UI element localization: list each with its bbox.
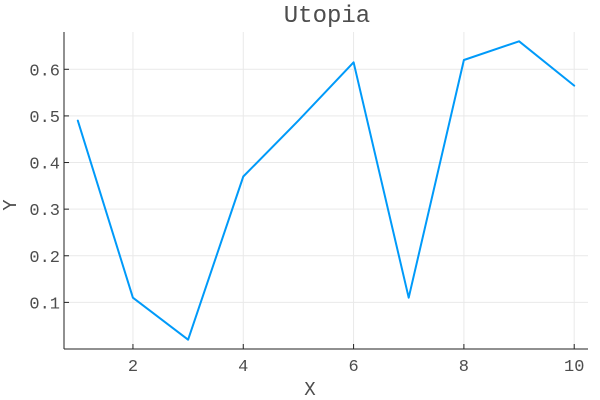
y-tick-label: 0.5 xyxy=(29,109,60,128)
chart-title: Utopia xyxy=(284,3,370,30)
grid xyxy=(64,32,588,349)
x-tick-label: 4 xyxy=(238,358,248,377)
y-tick-label: 0.1 xyxy=(29,295,60,314)
x-tick-label: 8 xyxy=(459,358,469,377)
x-tick-label: 2 xyxy=(128,358,138,377)
y-axis-label: Y xyxy=(0,199,22,211)
y-tick-label: 0.2 xyxy=(29,249,60,268)
y-tick-label: 0.4 xyxy=(29,156,60,175)
x-axis-label: X xyxy=(304,379,316,400)
axes xyxy=(63,32,588,350)
x-tick-label: 10 xyxy=(564,358,584,377)
series xyxy=(76,40,576,341)
x-tick-label: 6 xyxy=(348,358,358,377)
x-ticks: 2 4 6 8 10 xyxy=(128,344,584,377)
y-tick-label: 0.6 xyxy=(29,62,60,81)
series-line xyxy=(76,40,576,341)
y-ticks: 0.1 0.2 0.3 0.4 0.5 0.6 xyxy=(29,62,69,314)
y-tick-label: 0.3 xyxy=(29,202,60,221)
